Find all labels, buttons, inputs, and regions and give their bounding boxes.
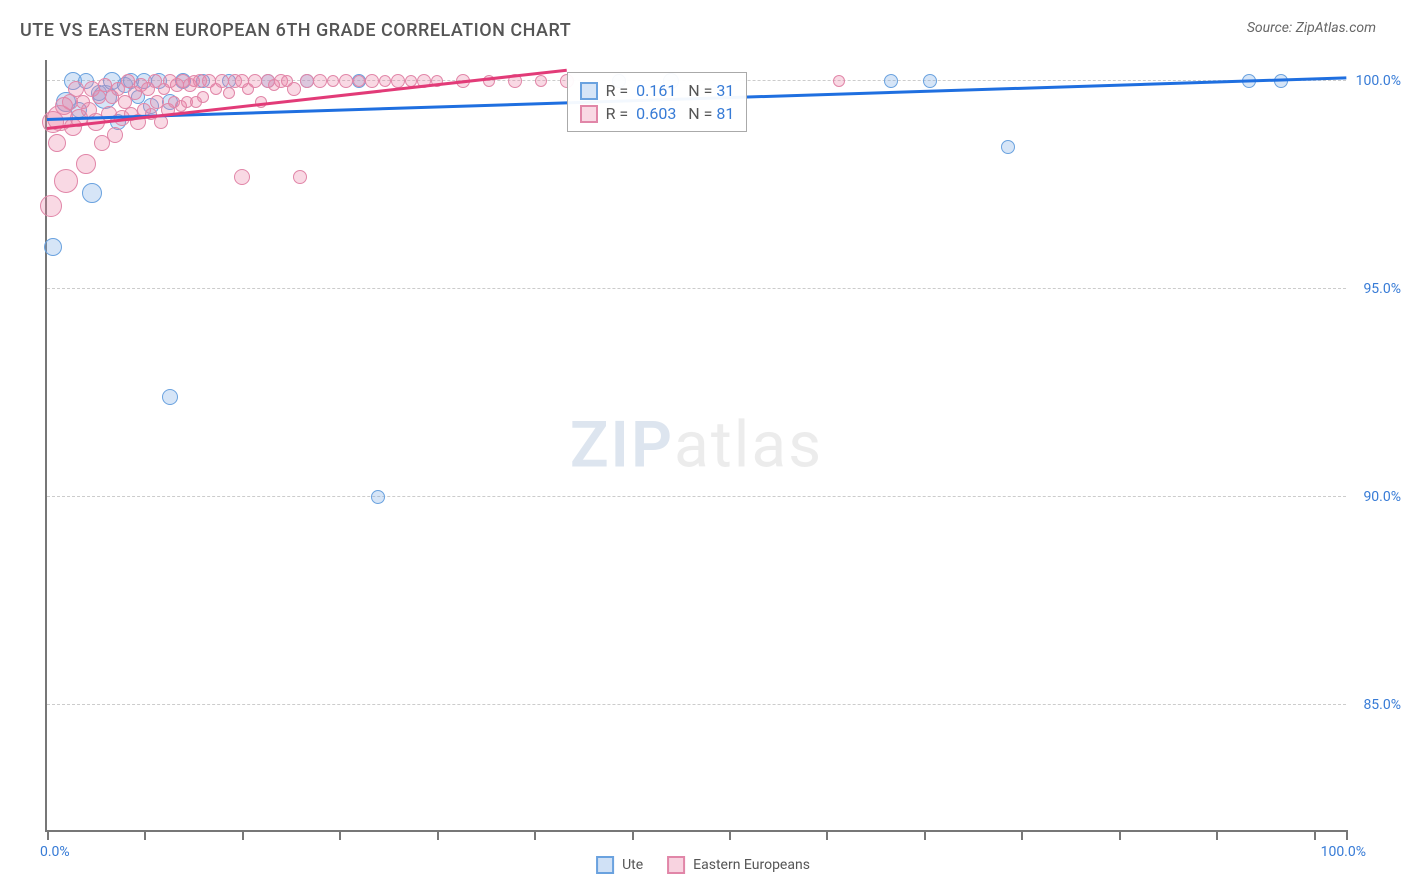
scatter-point xyxy=(234,169,250,185)
scatter-point xyxy=(92,90,106,104)
y-tick-label: 90.0% xyxy=(1363,489,1401,505)
watermark-zip: ZIP xyxy=(570,408,674,483)
scatter-point xyxy=(107,127,123,143)
scatter-point xyxy=(215,74,229,88)
scatter-point xyxy=(300,74,314,88)
correlation-text: R = 0.161 N = 31 xyxy=(606,81,735,100)
x-tick xyxy=(924,830,926,840)
legend-item: Ute xyxy=(596,856,643,874)
chart-title: UTE VS EASTERN EUROPEAN 6TH GRADE CORREL… xyxy=(20,20,571,41)
x-tick xyxy=(1216,830,1218,840)
correlation-text: R = 0.603 N = 81 xyxy=(606,104,735,123)
plot-region: ZIPatlas 85.0%90.0%95.0%100.0%R = 0.161 … xyxy=(45,60,1346,832)
scatter-point xyxy=(365,74,379,88)
scatter-point xyxy=(54,169,78,193)
scatter-point xyxy=(327,75,339,87)
gridline-h xyxy=(47,288,1346,289)
x-tick xyxy=(1119,830,1121,840)
chart-area: 6th Grade ZIPatlas 85.0%90.0%95.0%100.0%… xyxy=(45,60,1346,832)
scatter-point xyxy=(162,389,178,405)
legend-label: Ute xyxy=(622,857,643,873)
y-tick-label: 85.0% xyxy=(1363,697,1401,713)
x-tick xyxy=(1346,830,1348,840)
scatter-point xyxy=(833,75,845,87)
scatter-point xyxy=(48,134,66,152)
scatter-point xyxy=(313,74,327,88)
scatter-point xyxy=(379,75,391,87)
scatter-point xyxy=(44,238,62,256)
x-tick xyxy=(1021,830,1023,840)
y-tick-label: 95.0% xyxy=(1363,281,1401,297)
x-tick xyxy=(534,830,536,840)
scatter-point xyxy=(248,74,262,88)
scatter-point xyxy=(197,91,209,103)
legend-item: Eastern Europeans xyxy=(667,856,810,874)
x-tick xyxy=(437,830,439,840)
x-tick xyxy=(339,830,341,840)
y-tick-label: 100.0% xyxy=(1356,73,1401,89)
scatter-point xyxy=(293,170,307,184)
scatter-point xyxy=(82,183,102,203)
legend-label: Eastern Europeans xyxy=(693,857,810,873)
watermark: ZIPatlas xyxy=(570,408,823,483)
x-tick xyxy=(632,830,634,840)
scatter-point xyxy=(371,490,385,504)
scatter-point xyxy=(923,74,937,88)
x-tick xyxy=(144,830,146,840)
legend-swatch xyxy=(580,82,598,100)
x-tick-label-min: 0.0% xyxy=(40,844,70,860)
correlation-legend-row: R = 0.603 N = 81 xyxy=(580,102,735,125)
scatter-point xyxy=(391,74,405,88)
gridline-h xyxy=(47,496,1346,497)
x-tick xyxy=(826,830,828,840)
legend-swatch xyxy=(580,105,598,123)
x-tick xyxy=(242,830,244,840)
source-label: Source: ZipAtlas.com xyxy=(1247,20,1376,36)
x-tick xyxy=(47,830,49,840)
scatter-point xyxy=(223,87,235,99)
scatter-point xyxy=(339,74,353,88)
legend-swatch xyxy=(596,856,614,874)
correlation-legend: R = 0.161 N = 31 R = 0.603 N = 81 xyxy=(567,72,748,132)
scatter-point xyxy=(76,154,96,174)
scatter-point xyxy=(40,195,62,217)
scatter-point xyxy=(1001,140,1015,154)
x-tick xyxy=(1314,830,1316,840)
scatter-point xyxy=(535,75,547,87)
scatter-point xyxy=(884,74,898,88)
scatter-point xyxy=(353,75,365,87)
scatter-point xyxy=(287,82,301,96)
x-tick xyxy=(729,830,731,840)
header: UTE VS EASTERN EUROPEAN 6TH GRADE CORREL… xyxy=(0,0,1406,51)
gridline-h xyxy=(47,704,1346,705)
legend-bottom: Ute Eastern Europeans xyxy=(596,856,810,874)
legend-swatch xyxy=(667,856,685,874)
watermark-atlas: atlas xyxy=(674,408,823,483)
x-tick-label-max: 100.0% xyxy=(1321,844,1366,860)
correlation-legend-row: R = 0.161 N = 31 xyxy=(580,79,735,102)
